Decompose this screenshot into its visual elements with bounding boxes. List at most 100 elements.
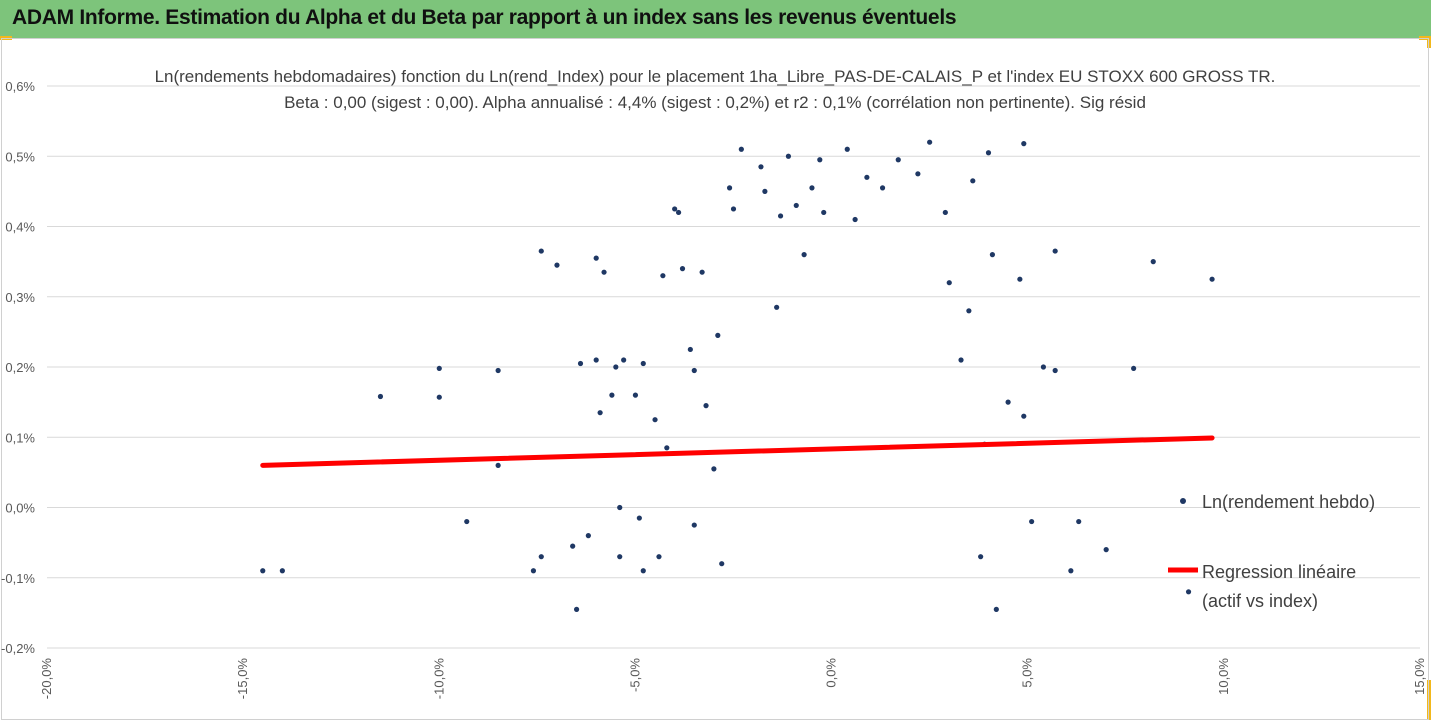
data-points — [260, 139, 1215, 612]
data-point — [970, 178, 976, 184]
data-point — [495, 462, 501, 468]
corner-accent-right-bottom — [1427, 680, 1431, 720]
data-point — [691, 367, 697, 374]
data-point — [577, 360, 584, 367]
data-point — [636, 515, 642, 521]
data-point — [879, 185, 886, 191]
chart-title: Ln(rendements hebdomadaires) fonction du… — [155, 67, 1276, 86]
data-point — [691, 522, 697, 528]
data-point — [895, 157, 901, 163]
grid-lines — [47, 85, 1420, 649]
y-tick-label: 0,0% — [5, 501, 35, 516]
data-point — [640, 360, 646, 367]
data-point — [719, 561, 725, 567]
data-point — [699, 269, 705, 275]
data-point — [758, 164, 764, 170]
data-point — [656, 554, 662, 560]
data-point — [664, 445, 670, 451]
x-tick-label: 15,0% — [1412, 658, 1427, 695]
data-point — [1005, 399, 1011, 405]
data-point — [570, 543, 576, 549]
data-point — [1017, 276, 1023, 282]
data-point — [621, 357, 627, 363]
data-point — [538, 248, 544, 254]
header-title: ADAM Informe. Estimation du Alpha et du … — [12, 6, 957, 29]
data-point — [774, 304, 780, 310]
data-point — [738, 146, 744, 152]
data-point — [538, 554, 544, 560]
x-tick-label: 0,0% — [824, 658, 839, 688]
data-point — [946, 280, 952, 286]
header-bar: ADAM Informe. Estimation du Alpha et du … — [0, 0, 1431, 39]
data-point — [915, 171, 921, 177]
data-point — [436, 394, 442, 400]
regression-line — [260, 435, 1215, 468]
x-tick-label: -15,0% — [235, 658, 250, 700]
data-point — [942, 209, 948, 216]
data-point — [617, 554, 623, 560]
data-point — [1068, 568, 1074, 574]
data-point — [762, 188, 768, 194]
data-point — [640, 568, 646, 574]
y-axis-ticks: -0,2% -0,1% 0,0% 0,1% 0,2% 0,3% 0,4% 0,5% 0,6% — [1, 79, 35, 656]
data-point — [675, 209, 682, 216]
data-point — [1021, 141, 1027, 147]
data-point — [652, 417, 658, 423]
data-point — [852, 216, 858, 223]
data-point — [464, 518, 470, 525]
data-point — [730, 206, 737, 212]
legend: Ln(rendement hebdo) Regression linéaire (… — [1168, 492, 1375, 611]
data-point — [1131, 365, 1137, 372]
data-point — [1150, 259, 1156, 265]
data-point — [632, 392, 639, 398]
y-tick-label: 0,3% — [5, 290, 35, 305]
data-point — [593, 255, 599, 261]
data-point — [785, 153, 792, 159]
data-point — [1029, 518, 1035, 525]
data-point — [672, 206, 678, 212]
data-point — [958, 357, 964, 363]
data-point — [585, 533, 591, 539]
data-point — [377, 393, 384, 400]
y-tick-label: 0,4% — [5, 220, 35, 235]
regression-line-group — [260, 435, 1215, 468]
data-point — [601, 269, 607, 275]
legend-label-line: Regression linéaire — [1202, 562, 1356, 582]
y-tick-label: -0,1% — [1, 571, 35, 586]
data-point — [1076, 518, 1082, 525]
data-point — [844, 146, 850, 152]
legend-label-line: (actif vs index) — [1202, 591, 1318, 611]
data-point — [1052, 367, 1058, 374]
data-point — [279, 568, 285, 574]
x-axis-ticks: -20,0% -15,0% -10,0% -5,0% 0,0% 5,0% 10,0% 15,0… — [39, 658, 1427, 700]
x-tick-label: 10,0% — [1216, 658, 1231, 695]
data-point — [660, 273, 666, 279]
data-point — [573, 606, 580, 612]
x-tick-label: -5,0% — [627, 658, 642, 692]
data-point — [1185, 589, 1192, 595]
data-point — [1209, 276, 1215, 282]
data-point — [1052, 248, 1058, 254]
chart-frame — [1, 38, 1429, 720]
data-point — [617, 504, 623, 511]
data-point — [817, 157, 823, 163]
data-point — [993, 606, 999, 612]
data-point — [966, 308, 972, 314]
data-point — [703, 403, 709, 409]
data-point — [679, 266, 686, 272]
data-point — [554, 262, 560, 268]
data-point — [1040, 364, 1047, 370]
data-point — [777, 213, 784, 219]
data-point — [597, 410, 603, 416]
corner-accent-right-side — [1427, 36, 1431, 48]
y-tick-label: 0,5% — [5, 149, 35, 164]
data-point — [978, 554, 984, 560]
data-point — [821, 209, 827, 216]
x-tick-label: 5,0% — [1020, 658, 1035, 688]
legend-label-points: Ln(rendement hebdo) — [1202, 492, 1375, 512]
y-tick-label: 0,1% — [5, 430, 35, 445]
data-point — [793, 202, 799, 209]
data-point — [260, 568, 266, 574]
data-point — [711, 466, 717, 472]
